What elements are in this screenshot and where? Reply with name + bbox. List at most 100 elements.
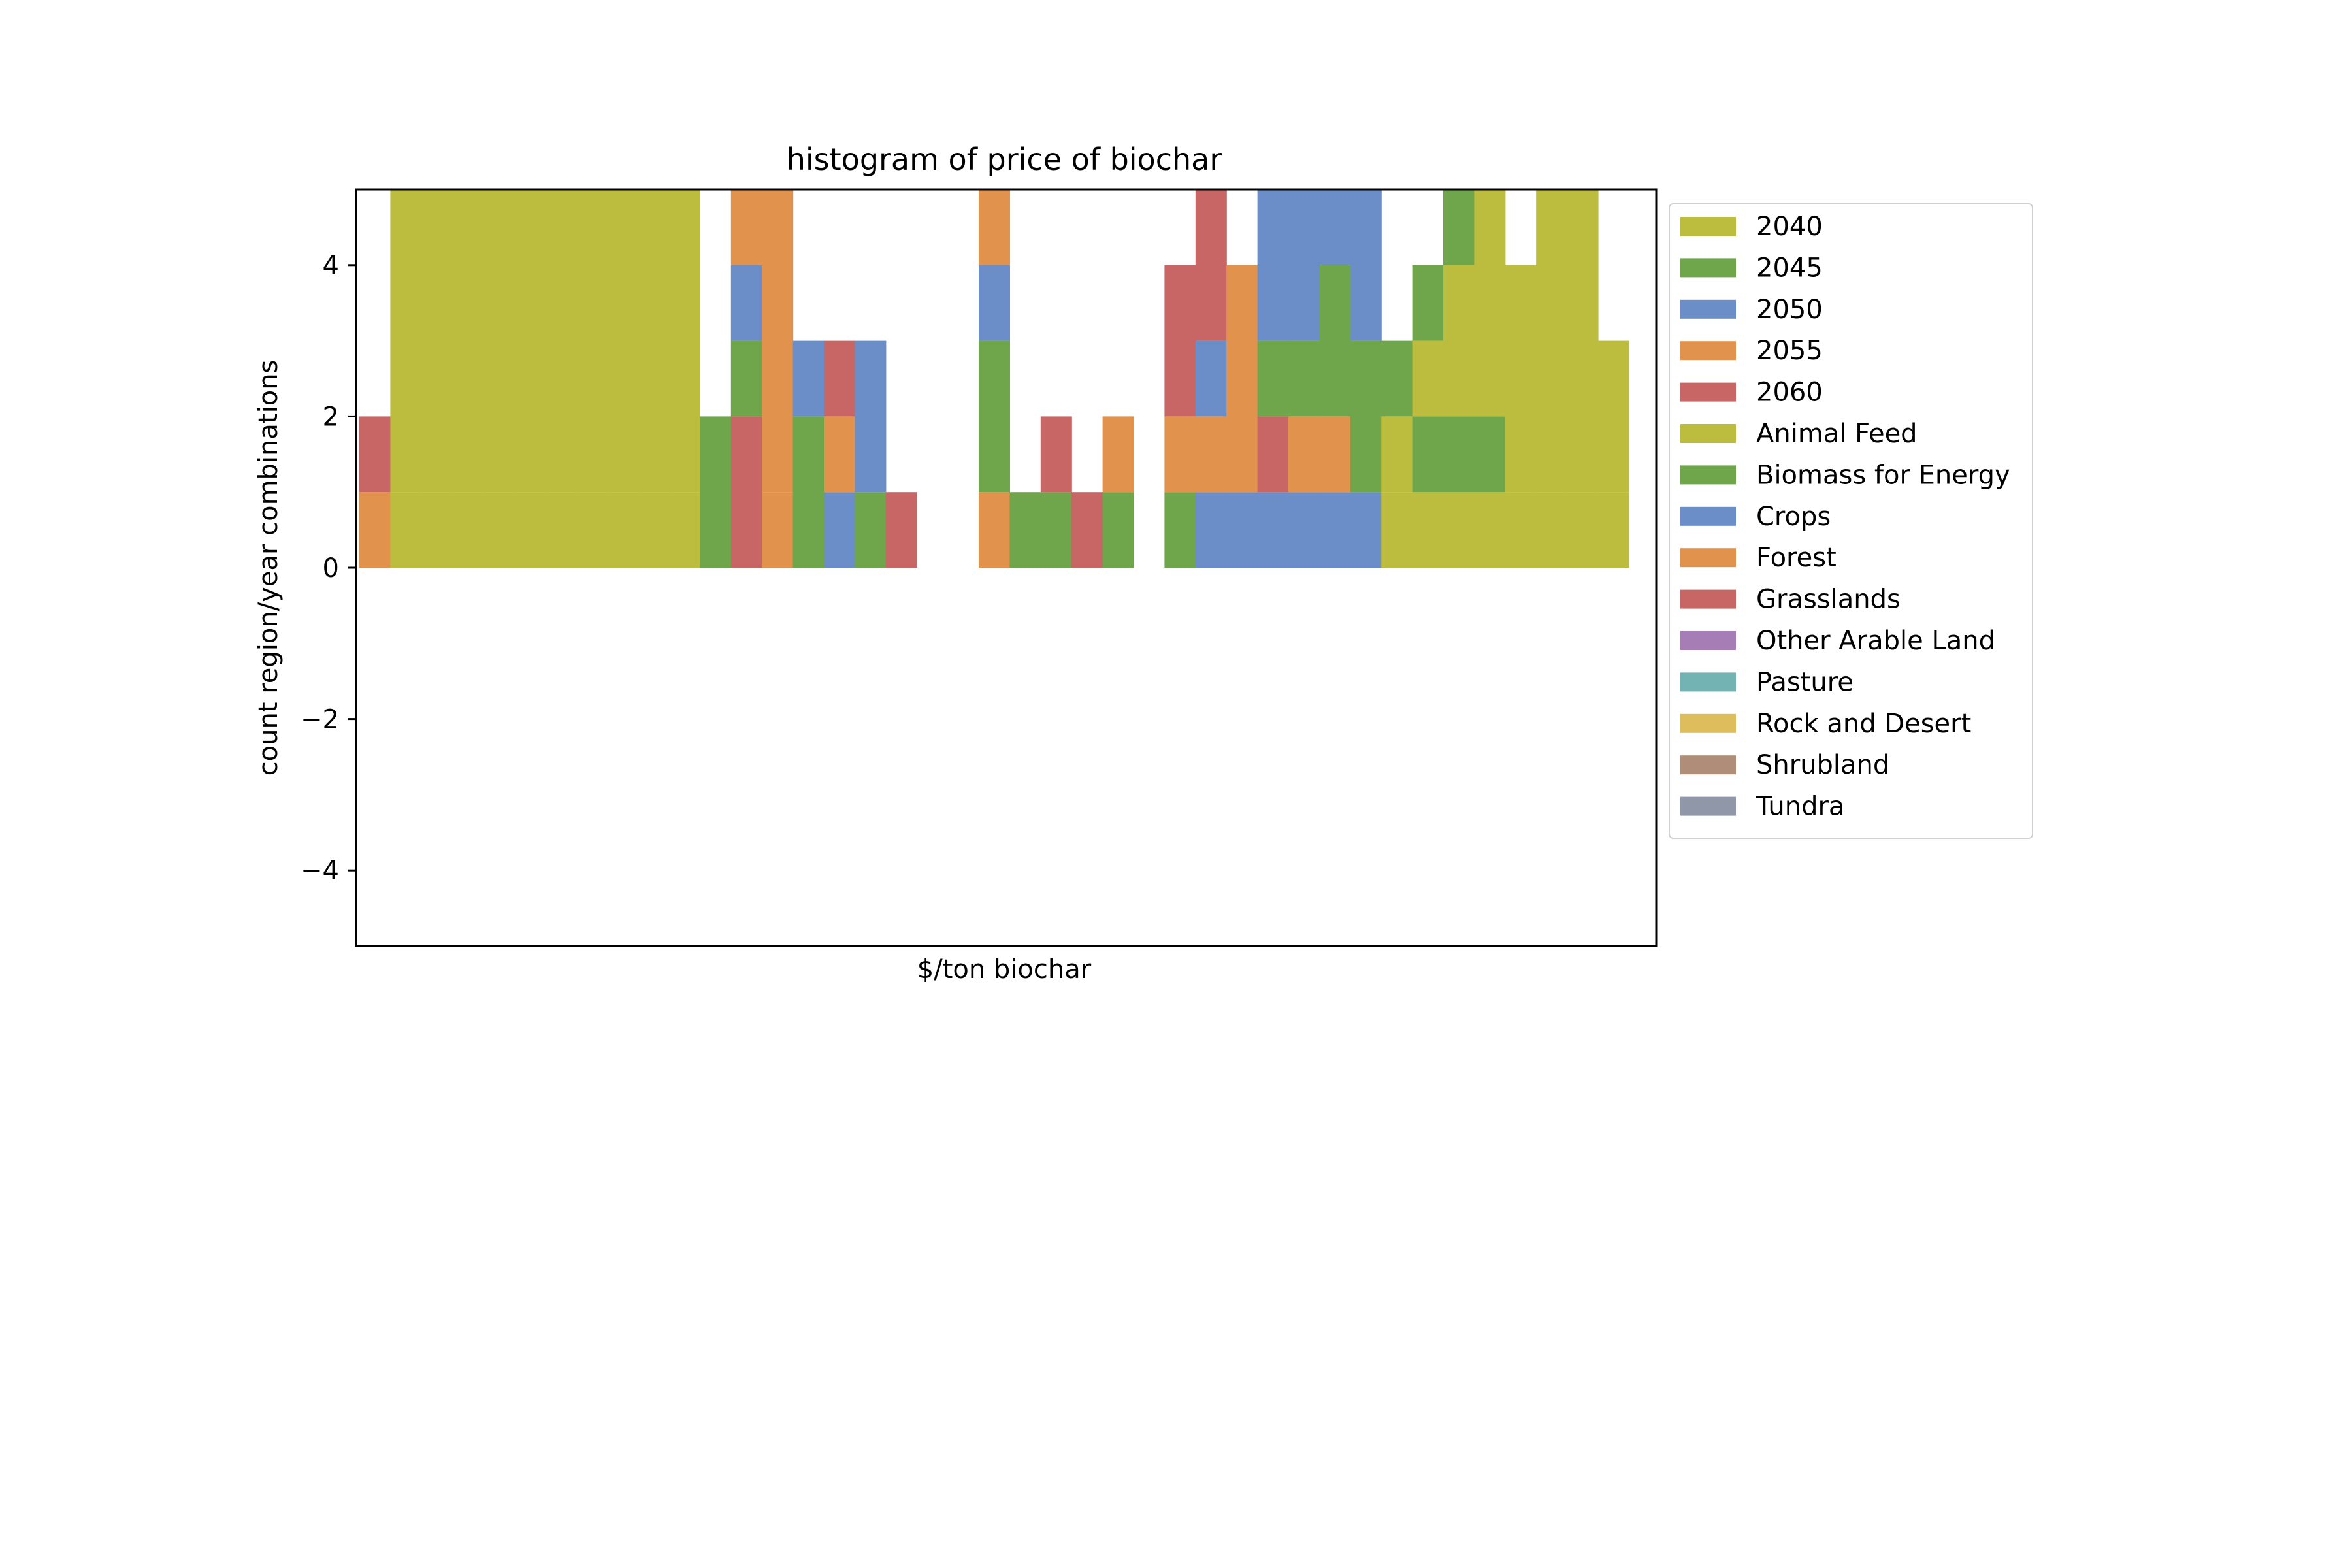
bar-animal-feed-bin-4 <box>483 189 515 493</box>
legend-label: 2055 <box>1756 336 1823 366</box>
bar-animal-feed-bin-40 <box>1598 340 1629 493</box>
bar-forest-bin-15 <box>824 416 855 493</box>
bar-biomass-for-energy-bin-10 <box>669 114 700 189</box>
bar-crops-bin-15 <box>824 492 855 568</box>
bar-2055-bin-20 <box>979 492 1010 568</box>
bar-crops-bin-27 <box>1195 340 1227 417</box>
legend-label: Tundra <box>1756 792 1844 822</box>
legend-label: Rock and Desert <box>1756 709 1971 739</box>
bar-animal-feed-bin-7 <box>576 189 608 493</box>
bar-biomass-for-energy-bin-14 <box>792 416 825 568</box>
bar-forest-bin-26 <box>1164 416 1196 493</box>
bar-2040-bin-9 <box>638 492 670 568</box>
bar-grasslands-bin-27 <box>1195 189 1227 341</box>
legend: 2040 2045 2050 2055 2060 Animal Feed Biomass f… <box>1669 203 2033 839</box>
legend-label: 2050 <box>1756 295 1823 325</box>
bar-2040-bin-4 <box>483 492 515 568</box>
bar-2040-bin-1 <box>390 492 422 568</box>
bar-2045-bin-36 <box>1474 416 1506 493</box>
bar-grasslands-bin-15 <box>824 340 855 417</box>
bar-2050-bin-32 <box>1350 492 1382 568</box>
bar-biomass-for-energy-bin-29 <box>1257 340 1289 417</box>
bar-forest-bin-13 <box>762 189 794 493</box>
legend-swatch <box>1680 299 1736 319</box>
bar-grasslands-bin-22 <box>1040 416 1072 493</box>
bar-biomass-for-energy-bin-34 <box>1412 265 1444 341</box>
legend-swatch <box>1680 589 1736 609</box>
bar-forest-bin-12 <box>730 189 762 265</box>
legend-swatch <box>1680 755 1736 775</box>
bar-2040-bin-38 <box>1536 492 1568 568</box>
legend-swatch <box>1680 548 1736 568</box>
bar-animal-feed-bin-35 <box>1443 265 1475 417</box>
bar-biomass-for-energy-bin-32 <box>1350 340 1382 493</box>
bar-2040-bin-2 <box>421 492 453 568</box>
bar-crops-bin-31 <box>1319 189 1351 265</box>
bar-biomass-for-energy-bin-21 <box>1009 492 1041 568</box>
bar-animal-feed-bin-39 <box>1567 189 1599 493</box>
y-tick-label: 2 <box>323 402 339 432</box>
bar-2040-bin-37 <box>1505 492 1537 568</box>
y-tick-label: −4 <box>301 856 339 886</box>
bar-crops-bin-32 <box>1350 189 1382 341</box>
bar-crops-bin-16 <box>855 340 887 493</box>
bar-grasslands-bin-0 <box>359 416 391 493</box>
bar-2060-bin-29 <box>1257 416 1289 493</box>
bar-animal-feed-bin-38 <box>1536 189 1568 493</box>
legend-label: Biomass for Energy <box>1756 460 2010 490</box>
bar-2045-bin-35 <box>1443 416 1475 493</box>
bar-animal-feed-bin-9 <box>638 189 670 493</box>
y-tick-label: 4 <box>323 251 339 281</box>
bar-2040-bin-5 <box>514 492 546 568</box>
bar-2055-bin-31 <box>1319 416 1351 493</box>
bar-animal-feed-bin-36 <box>1474 189 1506 417</box>
legend-swatch <box>1680 713 1736 733</box>
legend-swatch <box>1680 796 1736 816</box>
bar-grasslands-bin-26 <box>1164 265 1196 417</box>
bar-2040-bin-34 <box>1412 492 1444 568</box>
bar-2060-bin-12 <box>730 416 762 568</box>
legend-swatch <box>1680 506 1736 526</box>
legend-swatch <box>1680 465 1736 485</box>
bar-biomass-for-energy-bin-11 <box>700 416 732 568</box>
bar-grasslands-bin-23 <box>1071 492 1103 568</box>
bar-biomass-for-energy-bin-12 <box>730 340 762 417</box>
bar-2040-bin-36 <box>1474 492 1506 568</box>
legend-swatch <box>1680 341 1736 361</box>
bar-2050-bin-31 <box>1319 492 1351 568</box>
bar-2040-bin-7 <box>576 492 608 568</box>
y-tick-label: −2 <box>301 705 339 735</box>
bar-2050-bin-30 <box>1288 492 1320 568</box>
legend-label: Animal Feed <box>1756 419 1918 449</box>
bar-2055-bin-30 <box>1288 416 1320 493</box>
legend-label: Shrubland <box>1756 750 1889 780</box>
bar-2040-bin-8 <box>607 492 639 568</box>
bar-forest-bin-0 <box>359 492 391 568</box>
bar-2040-bin-33 <box>1381 492 1413 568</box>
bar-biomass-for-energy-bin-26 <box>1164 492 1196 568</box>
legend-label: Forest <box>1756 543 1837 573</box>
bar-2040-bin-39 <box>1567 492 1599 568</box>
bar-biomass-for-energy-bin-22 <box>1040 492 1072 568</box>
bar-2050-bin-27 <box>1195 492 1227 568</box>
bar-biomass-for-energy-bin-33 <box>1381 340 1413 417</box>
bar-biomass-for-energy-bin-16 <box>855 492 887 568</box>
legend-swatch <box>1680 382 1736 402</box>
bar-2040-bin-3 <box>452 492 484 568</box>
bar-crops-bin-29 <box>1257 189 1289 341</box>
y-tick-label: 0 <box>323 553 339 583</box>
bar-crops-bin-30 <box>1288 189 1320 341</box>
legend-swatch <box>1680 672 1736 692</box>
bar-2040-bin-40 <box>1598 492 1629 568</box>
bar-animal-feed-bin-5 <box>514 189 546 493</box>
legend-label: Other Arable Land <box>1756 626 1995 656</box>
legend-box <box>1669 203 2033 839</box>
bar-forest-bin-20 <box>979 189 1010 265</box>
bar-animal-feed-bin-8 <box>607 189 639 493</box>
bar-2040-bin-6 <box>545 492 577 568</box>
bar-2045-bin-34 <box>1412 416 1444 493</box>
legend-label: 2060 <box>1756 378 1823 408</box>
bar-animal-feed-bin-34 <box>1412 340 1444 417</box>
bar-biomass-for-energy-bin-20 <box>979 340 1010 493</box>
